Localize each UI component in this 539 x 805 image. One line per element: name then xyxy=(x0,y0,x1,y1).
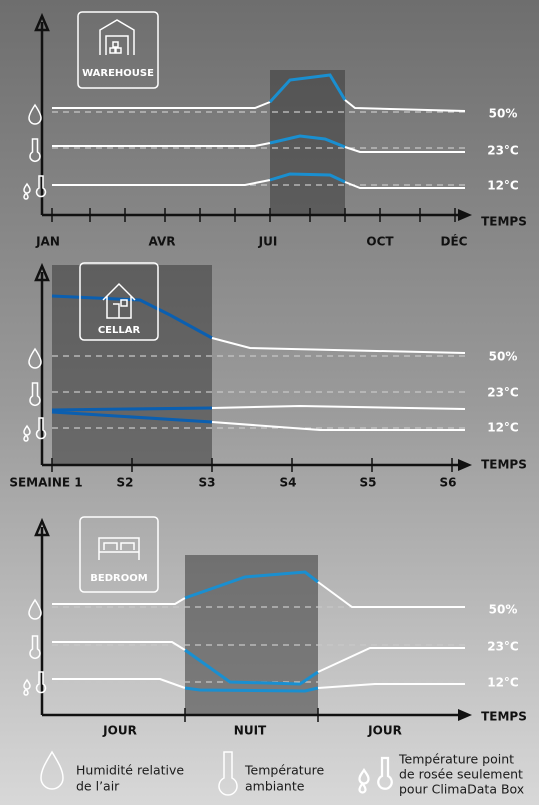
curve xyxy=(51,406,213,412)
warehouse-icon xyxy=(99,19,135,55)
tick-marks xyxy=(51,458,453,472)
x-label: S4 xyxy=(280,476,297,490)
level-label: 50% xyxy=(489,603,518,617)
x-label: JOUR xyxy=(102,724,137,738)
legend-text: de l’air xyxy=(76,779,120,794)
curve xyxy=(344,146,465,153)
curve xyxy=(211,337,466,354)
curve xyxy=(211,421,465,431)
cellar-icon xyxy=(102,282,136,319)
curve xyxy=(269,172,346,184)
x-label: AVR xyxy=(149,235,176,249)
panel-bedroom: BEDROOM 50% 23°C 12°C TEMPS JOUR NUIT JO… xyxy=(23,516,527,738)
icon-box xyxy=(79,262,159,341)
level-label: 50% xyxy=(489,107,518,121)
legend-text: Température xyxy=(244,763,324,778)
panel-warehouse: WAREHOUSE 50% 23°C 12°C TEMPS JAN AVR JU… xyxy=(23,11,527,249)
panel-title: BEDROOM xyxy=(90,573,147,584)
humidity-icon xyxy=(40,750,64,790)
curve xyxy=(184,648,319,686)
bed-icon xyxy=(98,537,140,560)
level-label: 50% xyxy=(489,350,518,364)
curve xyxy=(52,678,186,689)
level-label: 23°C xyxy=(487,144,519,158)
x-label: S5 xyxy=(360,476,377,490)
curve xyxy=(52,142,271,147)
legend-text: pour ClimaData Box xyxy=(399,782,524,797)
axis-arrow xyxy=(458,209,472,221)
curve xyxy=(317,581,465,608)
x-label: S6 xyxy=(440,476,457,490)
curve xyxy=(51,294,213,340)
axis-arrow xyxy=(458,459,472,471)
curve xyxy=(184,686,319,693)
x-label: NUIT xyxy=(234,724,267,738)
axis-arrow xyxy=(458,709,472,721)
panel-cellar: CELLAR 50% 23°C 12°C TEMPS SEMAINE 1 S2 … xyxy=(9,262,527,490)
legend-text: ambiante xyxy=(245,779,305,794)
tick-marks xyxy=(184,708,319,722)
icon-box xyxy=(79,516,159,593)
level-label: 23°C xyxy=(487,640,519,654)
curve xyxy=(269,134,346,149)
panel-title: CELLAR xyxy=(98,325,141,336)
x-label: S3 xyxy=(199,476,216,490)
curve xyxy=(52,641,186,651)
axis-label: TEMPS xyxy=(481,458,527,472)
temperature-icon xyxy=(218,751,238,796)
legend-text: Température point xyxy=(398,752,514,767)
x-label: OCT xyxy=(366,235,394,249)
axis-label: TEMPS xyxy=(481,215,527,229)
level-label: 12°C xyxy=(487,421,519,435)
tick-marks xyxy=(51,208,456,222)
highlight-zone xyxy=(52,265,212,465)
level-label: 12°C xyxy=(487,179,519,193)
level-label: 23°C xyxy=(487,386,519,400)
y-axis xyxy=(34,262,50,465)
legend-text: Humidité relative xyxy=(76,763,184,778)
curve xyxy=(52,101,271,109)
y-axis xyxy=(34,12,50,215)
x-label: DÉC xyxy=(441,234,468,249)
x-label: JOUR xyxy=(367,724,402,738)
curve xyxy=(211,404,466,410)
x-label: S2 xyxy=(117,476,134,490)
x-label: JAN xyxy=(35,235,60,249)
curve xyxy=(184,570,319,600)
legend-text: de rosée seulement xyxy=(399,767,523,782)
curve xyxy=(344,99,466,112)
icon-box xyxy=(77,11,159,89)
curve xyxy=(268,73,347,104)
y-axis xyxy=(34,517,50,715)
curve xyxy=(344,181,465,189)
legend: Humidité relative de l’air Température a… xyxy=(40,750,524,797)
x-label: SEMAINE 1 xyxy=(9,476,82,490)
curve xyxy=(51,410,213,424)
panel-title: WAREHOUSE xyxy=(82,68,154,79)
level-label: 12°C xyxy=(487,676,519,690)
highlight-zone xyxy=(185,555,318,715)
axis-label: TEMPS xyxy=(481,710,527,724)
curve xyxy=(52,179,271,186)
curve xyxy=(52,597,186,605)
curve xyxy=(317,647,465,673)
curve xyxy=(317,683,465,689)
x-label: JUI xyxy=(258,235,278,249)
